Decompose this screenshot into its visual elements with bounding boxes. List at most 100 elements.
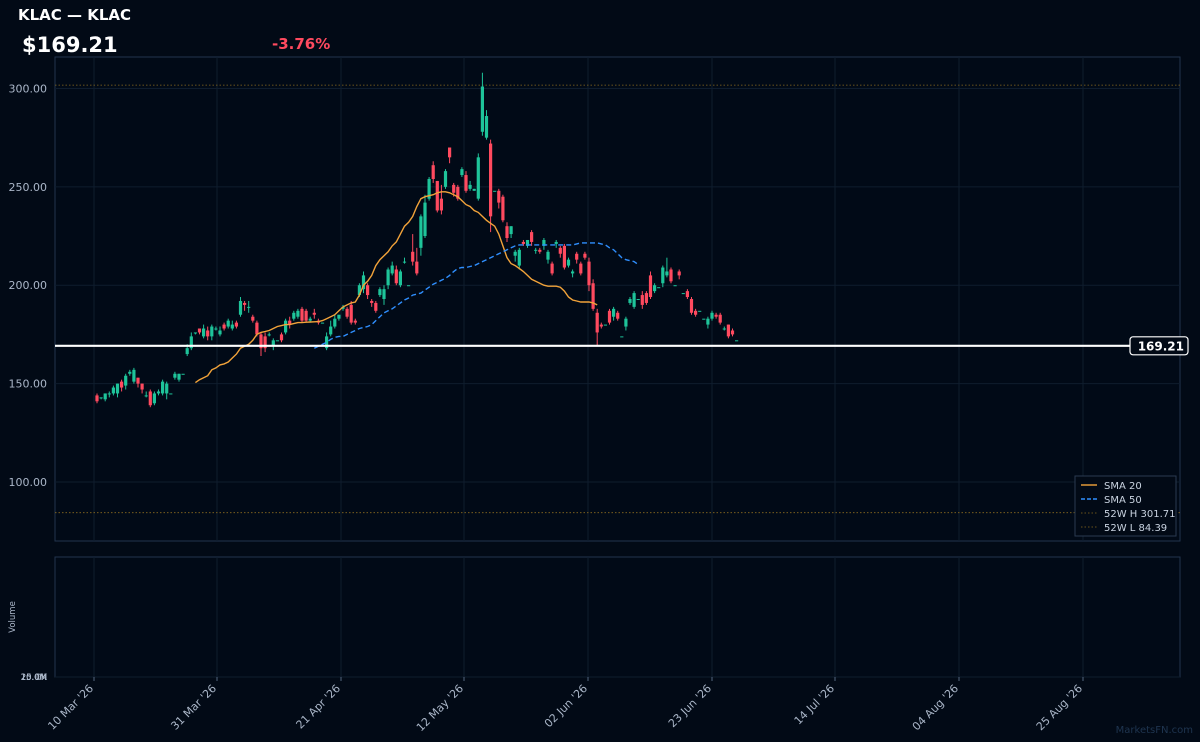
candle xyxy=(107,391,111,398)
candle-body xyxy=(439,198,443,211)
candle-body xyxy=(550,263,554,274)
candle-body xyxy=(525,239,530,246)
candle xyxy=(677,269,681,280)
candle-body xyxy=(443,171,448,187)
candle xyxy=(534,247,538,254)
candle xyxy=(525,239,530,248)
candle xyxy=(730,328,735,337)
candle xyxy=(542,238,546,250)
candle xyxy=(505,222,509,242)
candle xyxy=(464,171,468,193)
candle-body xyxy=(542,239,546,246)
candle-body xyxy=(386,269,390,286)
candle-body xyxy=(509,226,513,235)
candle xyxy=(456,184,460,201)
candle xyxy=(509,226,513,239)
candle-body xyxy=(431,165,435,179)
candle-body xyxy=(644,293,648,303)
candle-body xyxy=(632,293,636,307)
candle xyxy=(103,393,107,402)
candle-body xyxy=(595,312,599,333)
candle-body xyxy=(230,324,234,329)
candle-body xyxy=(603,324,607,326)
candle-body xyxy=(325,336,329,349)
candle xyxy=(718,312,722,325)
candle xyxy=(648,271,653,299)
candle-body xyxy=(177,373,181,380)
candle xyxy=(152,391,156,406)
candle xyxy=(99,397,103,400)
candle-body xyxy=(677,271,681,276)
candle xyxy=(382,285,386,305)
candle xyxy=(247,300,251,313)
candle xyxy=(427,177,431,201)
candle xyxy=(202,324,206,339)
candle xyxy=(616,310,620,321)
candle-body xyxy=(202,328,206,337)
candle xyxy=(284,318,288,335)
price-tick-label: 300.00 xyxy=(9,82,48,95)
candle xyxy=(411,234,415,266)
price-tick-label: 100.00 xyxy=(9,476,48,489)
candle-body xyxy=(259,334,263,349)
candle xyxy=(304,308,308,323)
candle-body xyxy=(292,312,296,319)
candle-body xyxy=(275,340,279,342)
candle-body xyxy=(329,326,333,335)
candle xyxy=(612,306,616,321)
candle xyxy=(251,314,255,323)
volume-tick-label: 5.0M xyxy=(26,673,47,683)
candle-body xyxy=(464,175,468,191)
candle-body xyxy=(538,249,542,252)
candle xyxy=(374,300,378,313)
candle xyxy=(558,245,562,258)
candle xyxy=(320,322,325,324)
candle-body xyxy=(730,330,735,335)
candle-body xyxy=(571,271,575,274)
candle-body xyxy=(296,310,300,317)
candle xyxy=(230,320,234,331)
candle xyxy=(517,247,521,270)
candle-body xyxy=(484,116,489,138)
candle xyxy=(124,373,128,390)
candle xyxy=(460,167,464,178)
candle-body xyxy=(107,393,111,395)
candle-body xyxy=(398,271,402,286)
volume-panel xyxy=(54,556,1181,678)
legend: SMA 20 SMA 50 52W H 301.71 52W L 84.39 xyxy=(1074,475,1177,537)
candle xyxy=(661,265,665,288)
candle xyxy=(398,269,402,288)
candle xyxy=(218,326,222,337)
candle-body xyxy=(460,169,464,176)
candle-body xyxy=(534,249,538,251)
candle-body xyxy=(378,289,382,296)
candle xyxy=(620,336,624,338)
price-tick-label: 250.00 xyxy=(9,181,48,194)
candle-body xyxy=(288,320,292,325)
candle-body xyxy=(669,269,673,282)
candle-body xyxy=(476,157,480,199)
candle-body xyxy=(665,271,669,276)
candle-body xyxy=(566,259,571,266)
candle-body xyxy=(382,289,386,299)
candle-body xyxy=(493,190,497,192)
candle xyxy=(591,279,595,311)
candle xyxy=(530,230,534,246)
date-tick-label: 10 Mar '26 xyxy=(45,682,96,733)
candle xyxy=(489,139,493,233)
candle xyxy=(329,320,333,337)
candle xyxy=(288,316,292,329)
candle-body xyxy=(456,186,460,199)
candle-body xyxy=(480,86,484,132)
candle-body xyxy=(501,196,505,221)
candle-body xyxy=(210,326,214,337)
candle-body xyxy=(599,324,603,327)
last-price-label: 169.21 xyxy=(1138,339,1184,353)
candle-body xyxy=(530,232,534,242)
price-tick-label: 150.00 xyxy=(9,378,48,391)
watermark: MarketsFN.com xyxy=(1116,725,1193,736)
candle xyxy=(111,385,115,396)
candle-body xyxy=(694,310,698,315)
candle xyxy=(259,332,263,357)
candle xyxy=(181,373,185,375)
